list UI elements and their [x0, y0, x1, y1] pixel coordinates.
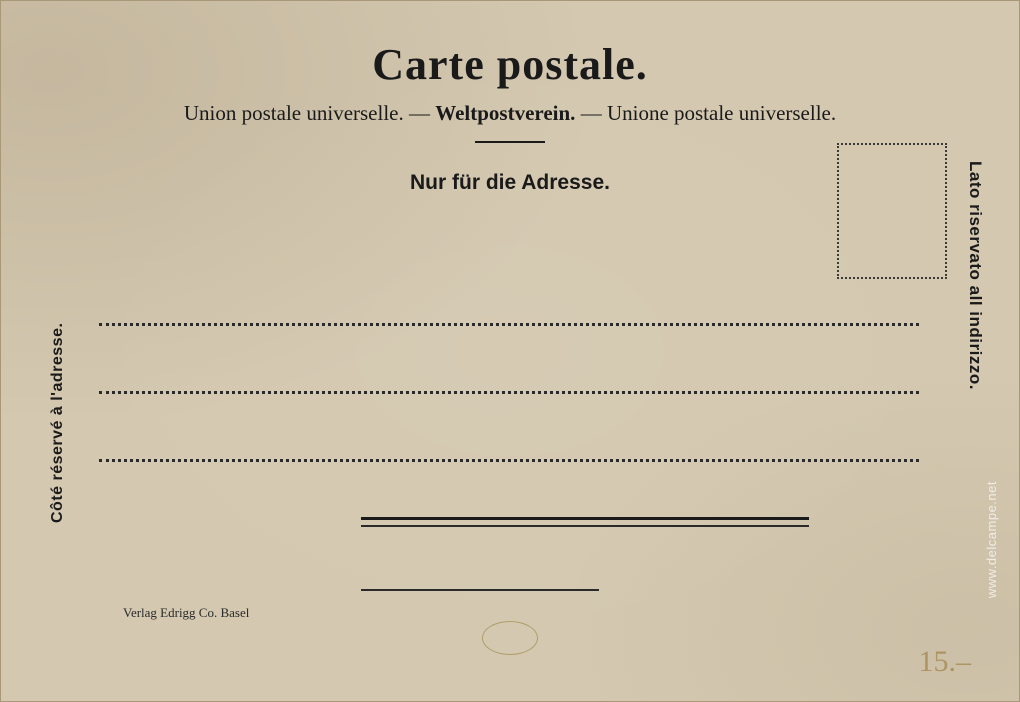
subtitle-mid: Weltpostverein.	[435, 101, 575, 125]
publisher-text: Verlag Edrigg Co. Basel	[123, 605, 249, 621]
subtitle-sep: —	[409, 101, 435, 125]
address-line	[99, 459, 919, 462]
pencil-price-annotation: 15.–	[919, 645, 972, 679]
watermark-text: www.delcampe.net	[984, 481, 999, 598]
card-title: Carte postale.	[1, 39, 1019, 90]
underline	[361, 589, 599, 591]
underline	[361, 525, 809, 527]
postcard-back: Carte postale. Union postale universelle…	[0, 0, 1020, 702]
side-label-left: Côté réservé à l'adresse.	[49, 223, 67, 523]
address-line	[99, 391, 919, 394]
underline	[361, 517, 809, 520]
stamp-box	[837, 143, 947, 279]
subtitle-row: Union postale universelle. — Weltpostver…	[1, 101, 1019, 126]
subtitle-sep: —	[581, 101, 607, 125]
divider-short	[475, 141, 545, 143]
pencil-oval-annotation	[482, 621, 538, 655]
subtitle-left: Union postale universelle.	[184, 101, 404, 125]
subtitle-right: Unione postale universelle.	[607, 101, 836, 125]
address-line	[99, 323, 919, 326]
side-label-right: Lato riservato all indirizzo.	[965, 161, 985, 581]
